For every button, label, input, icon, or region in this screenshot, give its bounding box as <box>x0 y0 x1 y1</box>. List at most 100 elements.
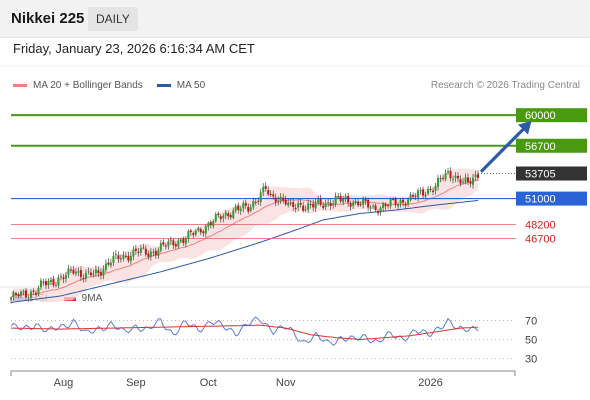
candle-body <box>62 277 65 280</box>
candle-body <box>19 291 22 297</box>
candle-body <box>339 195 342 202</box>
candle-body <box>14 293 17 295</box>
level-label: 56700 <box>525 141 556 153</box>
candle-body <box>202 231 205 234</box>
candle-body <box>49 280 52 283</box>
candle-body <box>384 204 387 207</box>
candle-body <box>467 177 470 183</box>
candle-body <box>282 197 285 201</box>
copyright: Research © 2026 Trading Central <box>430 80 580 91</box>
candle-body <box>212 221 215 227</box>
candle-body <box>449 170 452 179</box>
timestamp: Friday, January 23, 2026 6:16:34 AM CET <box>13 41 255 56</box>
candle-body <box>422 189 425 196</box>
candle-body <box>52 278 55 286</box>
candle-body <box>242 203 245 209</box>
x-tick-label: Sep <box>126 377 146 389</box>
candle-body <box>382 203 385 208</box>
candle-body <box>24 290 27 298</box>
x-tick-label: Nov <box>276 377 296 389</box>
candle-body <box>444 172 447 180</box>
candle-body <box>274 197 277 203</box>
candle-body <box>222 215 225 219</box>
candle-body <box>307 203 310 210</box>
candle-body <box>419 190 422 192</box>
candle-body <box>442 177 445 179</box>
candle-body <box>149 251 152 257</box>
candle-body <box>194 230 197 235</box>
candle-body <box>229 215 232 218</box>
candle-body <box>239 208 242 212</box>
candle-body <box>402 199 405 203</box>
candle-body <box>329 202 332 207</box>
candle-body <box>354 200 357 203</box>
candle-body <box>369 207 372 209</box>
candle-body <box>392 199 395 201</box>
candle-body <box>379 207 382 213</box>
level-label: 51000 <box>525 194 556 206</box>
candle-body <box>192 233 195 235</box>
candle-body <box>179 239 182 242</box>
candle-body <box>352 202 355 206</box>
rsi-tick-label: 70 <box>525 316 537 328</box>
level-53705: 53705 <box>478 166 587 181</box>
candle-body <box>267 190 270 195</box>
candle-body <box>84 273 87 279</box>
candle-body <box>114 254 117 256</box>
candle-body <box>249 207 252 211</box>
level-label-bg <box>516 166 587 181</box>
candle-body <box>152 251 155 253</box>
candle-body <box>292 202 295 208</box>
level-label: 60000 <box>525 110 556 122</box>
candle-body <box>299 202 302 205</box>
candle-body <box>132 249 135 257</box>
period-badge[interactable]: DAILY <box>88 7 138 31</box>
instrument-title: Nikkei 225 <box>11 10 85 27</box>
candle-body <box>257 200 260 202</box>
candle-body <box>452 179 455 181</box>
candle-body <box>432 190 435 192</box>
legend-item-ma20: MA 20 + Bollinger Bands <box>13 80 143 91</box>
candle-body <box>57 277 60 286</box>
candle-body <box>59 276 62 278</box>
level-label-bg <box>516 138 587 153</box>
candle-body <box>297 203 300 208</box>
candle-body <box>199 228 202 233</box>
legend-label-ma20: MA 20 + Bollinger Bands <box>33 80 143 91</box>
candle-body <box>317 199 320 203</box>
candle-body <box>414 195 417 197</box>
ma50-line <box>10 199 479 303</box>
legend-label-9ma: 9MA <box>81 293 103 304</box>
legend-item-ma50: MA 50 <box>156 80 205 91</box>
candle-body <box>254 201 257 203</box>
candle-body <box>10 297 12 300</box>
candle-body <box>394 198 397 206</box>
forecast-arrow-head <box>518 121 532 135</box>
rsi-tick-label: 50 <box>525 335 537 347</box>
candle-body <box>477 174 479 178</box>
candle-body <box>134 248 137 251</box>
candle-body <box>457 175 460 179</box>
candle-body <box>89 272 92 276</box>
level-label: 46700 <box>525 233 556 245</box>
candle-body <box>302 205 305 211</box>
candle-body <box>99 272 102 276</box>
rsi-tick-label: 30 <box>525 354 537 366</box>
candle-body <box>79 270 82 278</box>
candle-body <box>359 204 362 206</box>
candle-body <box>182 238 185 243</box>
candle-body <box>124 255 127 257</box>
candle-body <box>104 263 107 270</box>
candle-body <box>44 281 47 286</box>
candle-body <box>284 199 287 205</box>
candle-body <box>54 284 57 286</box>
candle-body <box>122 254 125 259</box>
candle-body <box>312 203 315 208</box>
candle-body <box>119 258 122 260</box>
candle-body <box>224 212 227 216</box>
level-51000: 51000 <box>11 191 587 206</box>
candle-body <box>412 194 415 197</box>
candle-body <box>209 221 212 226</box>
candle-body <box>429 189 432 191</box>
